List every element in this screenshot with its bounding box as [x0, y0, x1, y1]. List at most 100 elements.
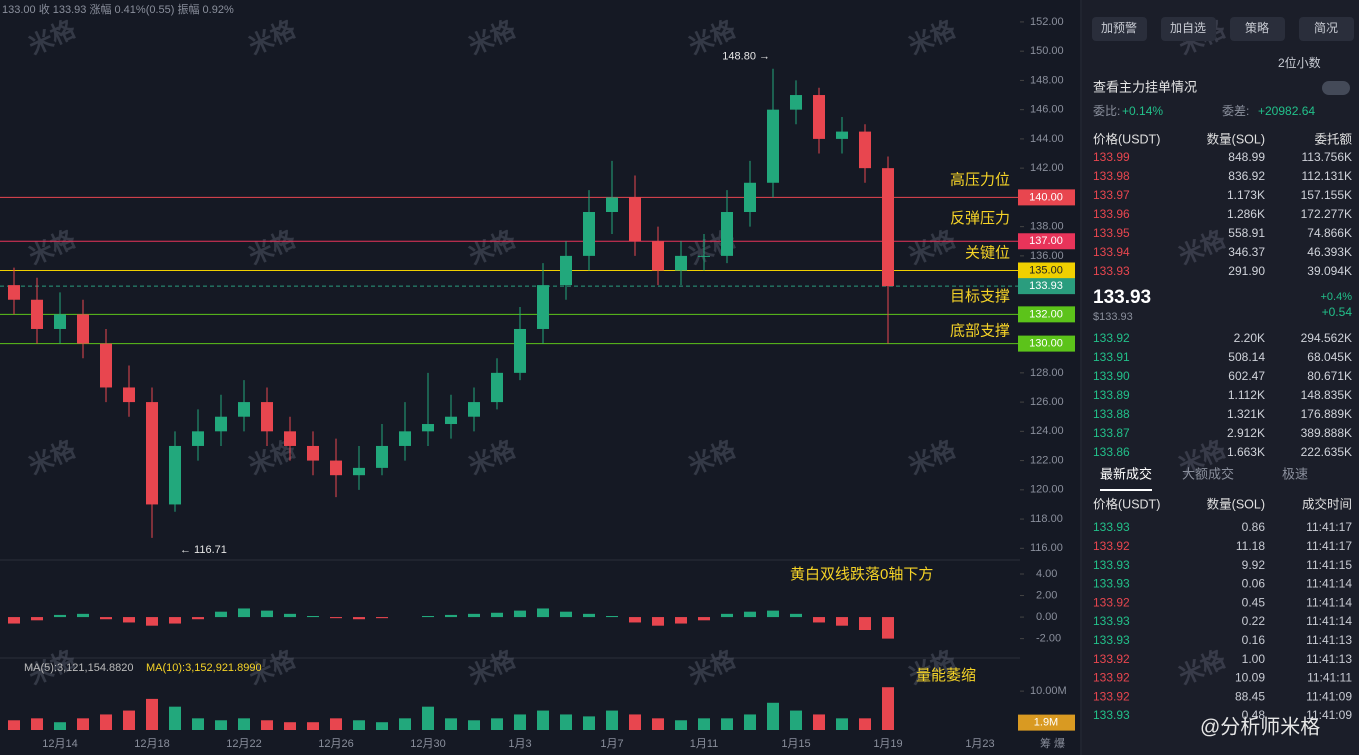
trade-qty: 88.45 — [1235, 689, 1265, 703]
y-tick-label: 126.00 — [1030, 396, 1064, 408]
macd-bar — [629, 617, 641, 623]
macd-bar — [468, 613, 480, 618]
y-tick-label: 150.00 — [1030, 45, 1064, 57]
trade-price: 133.93 — [1093, 708, 1130, 722]
trade-qty: 1.00 — [1242, 652, 1266, 666]
macd-bar — [31, 617, 43, 621]
y-tick-label: 152.00 — [1030, 16, 1064, 28]
volume-bar — [353, 720, 365, 730]
volume-bar — [215, 720, 227, 730]
toggle[interactable] — [1322, 81, 1350, 95]
trade-time: 11:41:09 — [1306, 708, 1352, 722]
macd-bar — [307, 616, 319, 618]
volume-bar — [146, 698, 158, 730]
volume-bar — [698, 718, 710, 730]
macd-bar — [169, 617, 181, 624]
y-tick-label: 146.00 — [1030, 104, 1064, 116]
macd-bar — [721, 613, 733, 618]
candle-body — [744, 182, 756, 213]
macd-bar — [882, 617, 894, 639]
book-cell: 133.97 — [1093, 188, 1130, 202]
column-header: 数量(SOL) — [1207, 496, 1265, 511]
volume-bar — [445, 718, 457, 730]
chart-bg — [0, 0, 1080, 755]
volume-bar — [721, 718, 733, 730]
book-cell: 133.95 — [1093, 226, 1130, 240]
button-label[interactable]: 加自选 — [1170, 21, 1206, 35]
last-price: 133.93 — [1093, 287, 1151, 308]
y-tick-label: 120.00 — [1030, 484, 1064, 496]
volume-bar — [468, 720, 480, 730]
volume-bar — [813, 714, 825, 730]
book-cell: 133.89 — [1093, 388, 1130, 402]
macd-bar — [445, 614, 457, 618]
book-cell: 133.98 — [1093, 169, 1130, 183]
book-cell: 508.14 — [1228, 350, 1265, 364]
button[interactable] — [1161, 17, 1216, 41]
book-cell: 602.47 — [1228, 369, 1265, 383]
volume-bar — [790, 710, 802, 730]
button[interactable] — [1230, 17, 1285, 41]
decimals[interactable]: 2位小数 — [1278, 55, 1321, 70]
trade-price: 133.93 — [1093, 558, 1130, 572]
high-marker: 148.80 → — [722, 51, 770, 63]
book-cell: 133.86 — [1093, 445, 1130, 459]
trade-qty: 11.18 — [1236, 539, 1265, 553]
volume-bar — [31, 718, 43, 730]
candle-body — [77, 314, 89, 344]
volume-bar — [859, 718, 871, 730]
book-cell: 1.173K — [1227, 188, 1265, 202]
candle-body — [399, 431, 411, 446]
candle-body — [491, 372, 503, 403]
volume-bar — [261, 720, 273, 730]
macd-bar — [8, 617, 20, 624]
candle-body — [284, 431, 296, 446]
macd-bar — [767, 610, 779, 618]
trade-time: 11:41:11 — [1307, 671, 1352, 685]
low-marker: ← 116.71 — [180, 544, 227, 556]
candle-body — [8, 285, 20, 300]
trade-time: 11:41:17 — [1306, 520, 1352, 534]
column-header: 价格(USDT) — [1093, 131, 1160, 146]
trade-time: 11:41:13 — [1306, 633, 1352, 647]
volume-bar — [491, 718, 503, 730]
ma10: MA(10):3,152,921.8990 — [146, 662, 262, 674]
trade-qty: 10.09 — [1235, 671, 1265, 685]
button-label[interactable]: 简况 — [1314, 21, 1338, 35]
last-usd: $133.93 — [1093, 311, 1133, 323]
column-header: 价格(USDT) — [1093, 496, 1160, 511]
button-label[interactable]: 策略 — [1245, 20, 1269, 35]
level-badge — [1018, 233, 1075, 250]
tab[interactable]: 极速 — [1282, 466, 1308, 481]
volume-bar — [376, 722, 388, 730]
volume-bar — [744, 714, 756, 730]
tab[interactable]: 大额成交 — [1182, 466, 1234, 481]
tab[interactable]: 最新成交 — [1100, 466, 1152, 481]
header-summary: 133.00 收 133.93 涨幅 0.41%(0.55) 振幅 0.92% — [2, 2, 234, 16]
level-badge — [1018, 278, 1075, 295]
volume-bar — [399, 718, 411, 730]
button-label[interactable]: 加预警 — [1101, 20, 1137, 35]
level-label: 133.93 — [1029, 280, 1063, 292]
macd-bar — [238, 608, 250, 618]
volume-badge — [1018, 714, 1075, 731]
candle-body — [192, 431, 204, 446]
x-tick-label: 12月22 — [226, 738, 261, 750]
book-cell: 2.912K — [1227, 426, 1265, 440]
volume-bar — [54, 722, 66, 730]
volume-bar — [100, 714, 112, 730]
button[interactable] — [1299, 17, 1354, 41]
level-annotation: 反弹压力 — [950, 210, 1010, 227]
button[interactable] — [1092, 17, 1147, 41]
level-label: 137.00 — [1029, 235, 1063, 247]
trade-time: 11:41:15 — [1306, 558, 1352, 572]
volume-bar — [307, 722, 319, 730]
volume-annotation: 量能萎缩 — [916, 667, 976, 684]
x-tick-label: 12月26 — [318, 738, 353, 750]
level-label: 130.00 — [1029, 338, 1063, 350]
candle-body — [307, 445, 319, 461]
volume-bar — [123, 710, 135, 730]
column-header: 成交时间 — [1302, 496, 1352, 511]
main-orders[interactable]: 查看主力挂单情况 — [1093, 79, 1197, 94]
